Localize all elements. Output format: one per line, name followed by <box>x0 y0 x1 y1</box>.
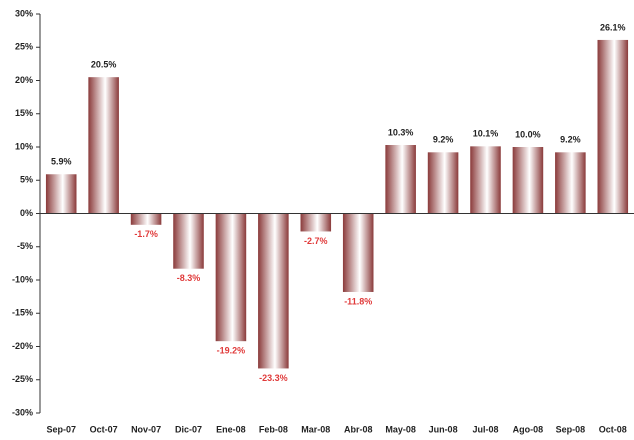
x-tick-label: Oct-07 <box>90 424 118 434</box>
y-tick-label: 10% <box>15 141 33 151</box>
y-tick-label: -20% <box>12 341 33 351</box>
value-label: -19.2% <box>217 346 246 356</box>
value-label: -23.3% <box>259 373 288 383</box>
value-label: 9.2% <box>433 135 454 145</box>
bar <box>130 213 162 225</box>
y-tick-label: 5% <box>20 175 33 185</box>
y-tick-label: -15% <box>12 308 33 318</box>
bar <box>88 77 119 214</box>
value-label: 10.1% <box>473 129 499 139</box>
y-tick-label: -30% <box>12 407 33 417</box>
bar <box>385 145 416 214</box>
value-label: 20.5% <box>91 60 117 70</box>
x-tick-label: Sep-08 <box>556 424 586 434</box>
value-label: 10.3% <box>388 127 414 137</box>
y-tick-label: 30% <box>15 8 33 18</box>
x-tick-label: Jul-08 <box>472 424 498 434</box>
y-tick-label: 20% <box>15 75 33 85</box>
bar <box>597 39 629 214</box>
x-tick-label: May-08 <box>385 424 416 434</box>
bar <box>342 213 374 292</box>
y-tick-label: 25% <box>15 42 33 52</box>
value-label: -11.8% <box>344 296 372 306</box>
bar <box>555 152 586 214</box>
x-tick-label: Mar-08 <box>301 424 330 434</box>
y-tick-label: -25% <box>12 374 33 384</box>
value-label: 9.2% <box>560 135 581 145</box>
value-label: -2.7% <box>304 236 328 246</box>
y-tick-label: -10% <box>12 274 33 284</box>
value-label: 10.0% <box>515 129 541 139</box>
x-tick-label: Sep-07 <box>46 424 76 434</box>
bar <box>173 213 204 269</box>
y-tick-label: 0% <box>20 208 33 218</box>
x-tick-label: Dic-07 <box>175 424 202 434</box>
bar <box>45 174 77 214</box>
bar <box>258 213 289 369</box>
x-tick-label: Feb-08 <box>259 424 288 434</box>
value-label: -1.7% <box>134 229 158 239</box>
bar <box>300 213 332 232</box>
x-tick-label: Ene-08 <box>216 424 246 434</box>
x-tick-label: Ago-08 <box>513 424 544 434</box>
bar <box>215 213 247 342</box>
value-label: 5.9% <box>51 157 72 167</box>
value-label: 26.1% <box>600 22 626 32</box>
x-tick-label: Jun-08 <box>429 424 458 434</box>
y-tick-label: -5% <box>17 241 33 251</box>
bar <box>470 146 501 214</box>
x-tick-label: Oct-08 <box>599 424 627 434</box>
bar <box>427 152 459 214</box>
x-tick-label: Abr-08 <box>344 424 373 434</box>
value-label: -8.3% <box>177 273 201 283</box>
x-tick-label: Nov-07 <box>131 424 161 434</box>
y-tick-label: 15% <box>15 108 33 118</box>
bar <box>512 147 544 214</box>
